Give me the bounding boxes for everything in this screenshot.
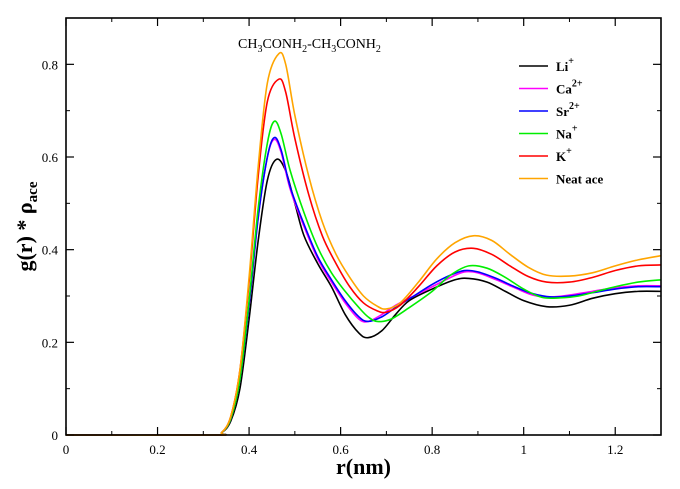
- x-tick-label: 0.6: [332, 442, 349, 457]
- chart-annotation: CH3CONH2-CH3CONH2: [238, 37, 381, 55]
- legend-label: Sr2+: [556, 101, 580, 119]
- legend-label-superscript: +: [568, 56, 574, 67]
- annotation-subscript: 2: [302, 44, 307, 55]
- annotation-text: CONH: [336, 37, 376, 52]
- legend-label: Li+: [556, 56, 574, 74]
- y-tick-label: 0.4: [42, 243, 59, 258]
- legend-label-superscript: +: [572, 124, 578, 135]
- y-axis-label-subscript: ace: [25, 181, 41, 202]
- x-axis-label: r(nm): [336, 454, 391, 479]
- legend-label-superscript: +: [566, 146, 572, 157]
- y-axis-label-main: g(r) * ρ: [12, 202, 37, 271]
- x-tick-label: 1: [520, 442, 527, 457]
- annotation-subscript: 3: [257, 44, 262, 55]
- annotation-subscript: 3: [331, 44, 336, 55]
- legend-label: Ca2+: [556, 79, 583, 97]
- x-tick-label: 0.4: [241, 442, 258, 457]
- annotation-text: -CH: [307, 37, 331, 52]
- x-tick-label: 0.8: [424, 442, 440, 457]
- legend-label: K+: [556, 146, 572, 164]
- legend-label-superscript: 2+: [572, 79, 583, 90]
- y-tick-label: 0: [52, 428, 59, 443]
- series-line-5: [65, 51, 662, 436]
- legend-label-superscript: 2+: [569, 101, 580, 112]
- y-tick-label: 0.2: [42, 335, 58, 350]
- series-line-3: [65, 120, 662, 436]
- annotation-text: CH: [238, 37, 257, 52]
- axis-ticks: 0 0.2 0.4 0.6 0.8 1 1.2 0 0.2 0.4 0.6 0.8: [42, 18, 661, 457]
- plot-area: [65, 51, 662, 436]
- series-line-0: [65, 158, 662, 436]
- annotation-subscript: 2: [376, 44, 381, 55]
- legend-label: Na+: [556, 124, 578, 142]
- x-tick-label: 1.2: [607, 442, 623, 457]
- legend: Li+ Ca2+ Sr2+ Na+ K+ Neat ace: [519, 56, 604, 187]
- x-tick-label: 0: [63, 442, 70, 457]
- plot-frame: [65, 17, 662, 436]
- legend-label: Neat ace: [556, 172, 604, 187]
- y-tick-label: 0.8: [42, 57, 58, 72]
- annotation-text: CONH: [262, 37, 302, 52]
- y-tick-label: 0.6: [42, 150, 59, 165]
- y-axis-label: g(r) * ρace: [12, 181, 41, 271]
- x-tick-label: 0.2: [149, 442, 165, 457]
